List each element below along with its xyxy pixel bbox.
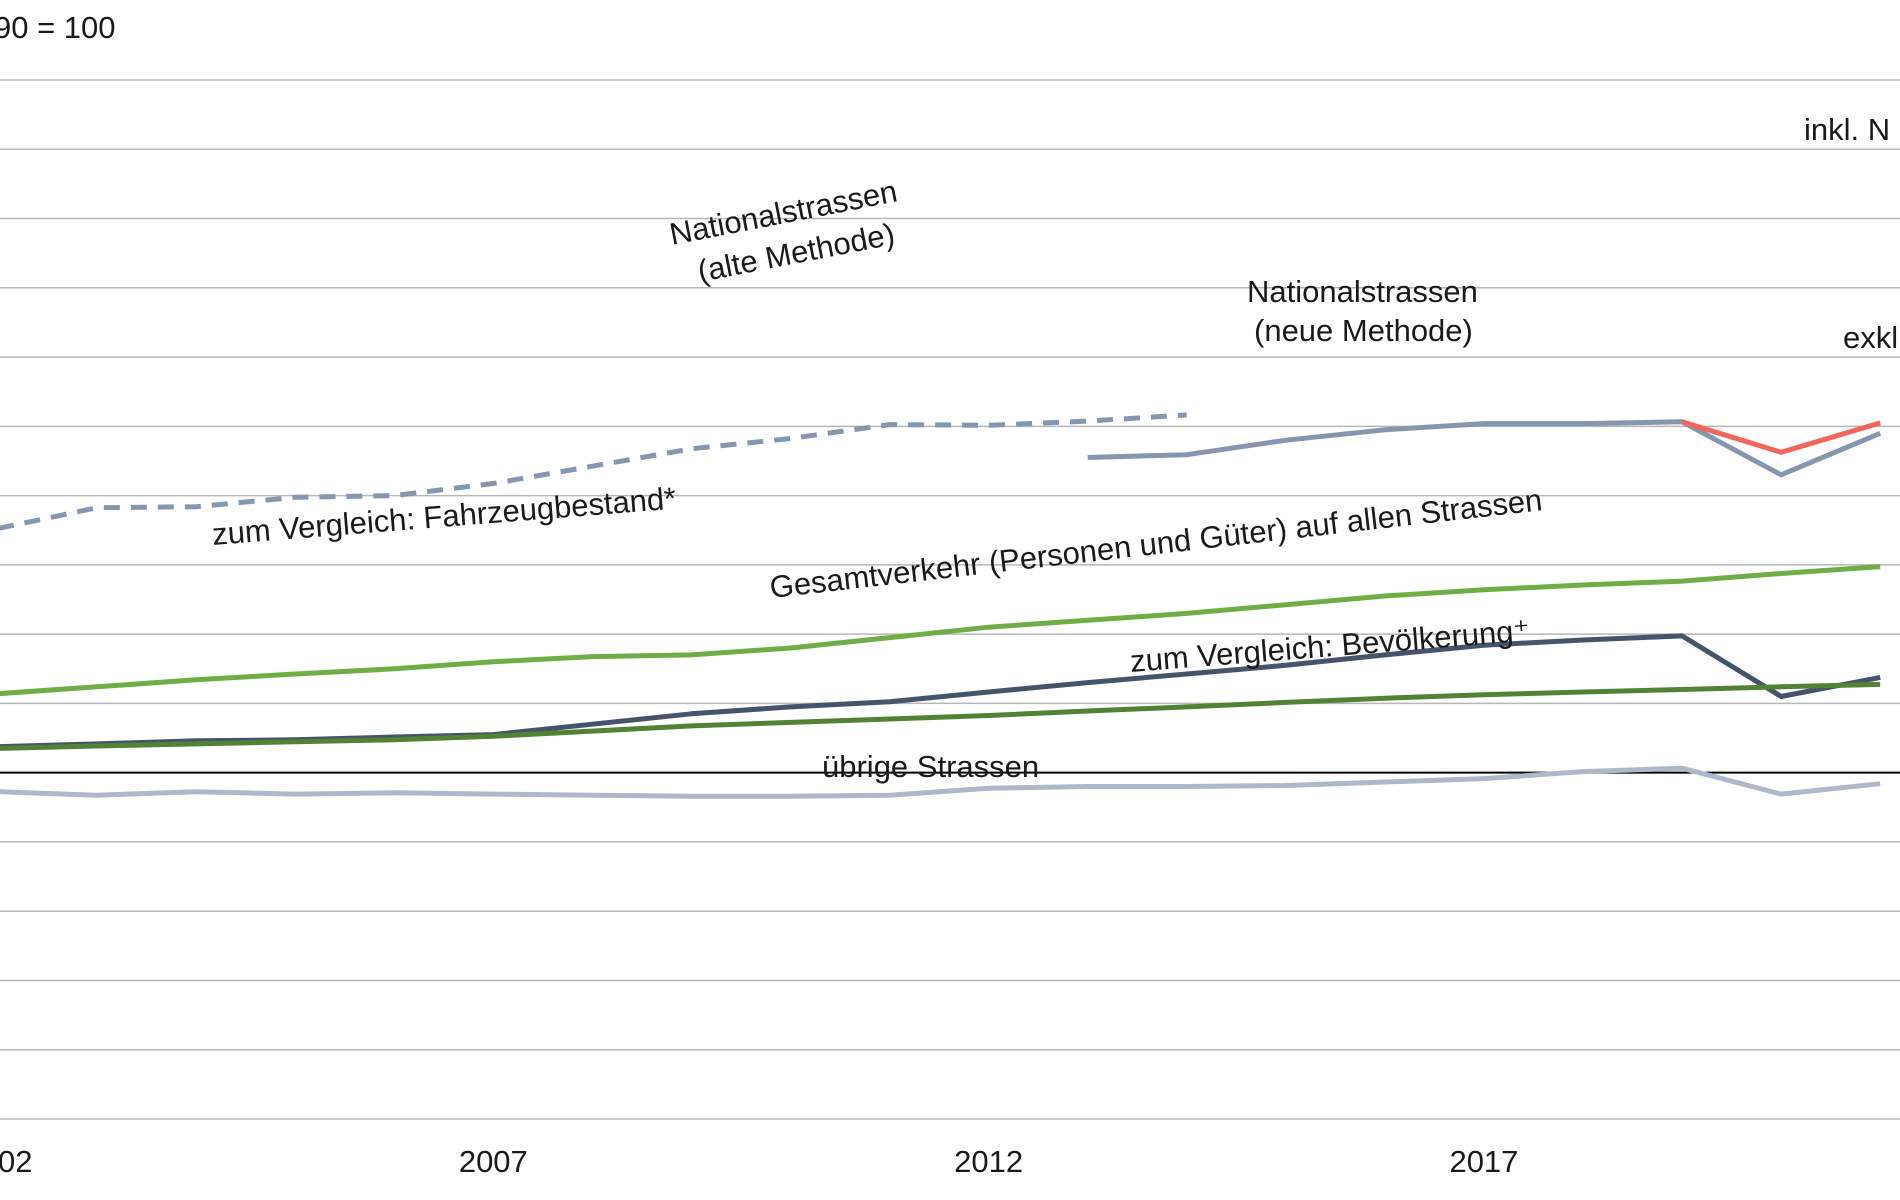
label-bevoelkerung: zum Vergleich: Bevölkerung⁺: [1129, 613, 1531, 679]
label-inkl: inkl. N: [1804, 112, 1890, 147]
series-lines: [0, 412, 1882, 799]
series-line-2: [1681, 419, 1881, 455]
label-uebrige-strassen: übrige Strassen: [822, 749, 1039, 784]
x-tick-2002: 2002: [0, 1144, 32, 1179]
label-gesamtverkehr: Gesamtverkehr (Personen und Güter) auf a…: [768, 482, 1544, 605]
label-nat-new-2: (neue Methode): [1254, 313, 1473, 348]
label-nat-new-1: Nationalstrassen: [1247, 274, 1478, 309]
y-axis-label: 90 = 100: [0, 10, 116, 45]
x-axis-ticks: 2002 2007 2012 2017: [0, 1144, 1518, 1179]
x-tick-2017: 2017: [1449, 1144, 1518, 1179]
label-fahrzeugbestand: zum Vergleich: Fahrzeugbestand*: [211, 481, 678, 552]
x-tick-2007: 2007: [459, 1144, 528, 1179]
series-line-1: [1087, 419, 1882, 478]
x-tick-2012: 2012: [954, 1144, 1023, 1179]
series-line-6: [0, 765, 1881, 799]
label-exkl: exkl: [1843, 320, 1898, 355]
series-line-3: [0, 564, 1881, 697]
grid-lines: [0, 79, 1900, 1120]
series-line-5: [0, 681, 1881, 751]
series-line-0: [0, 412, 1187, 531]
